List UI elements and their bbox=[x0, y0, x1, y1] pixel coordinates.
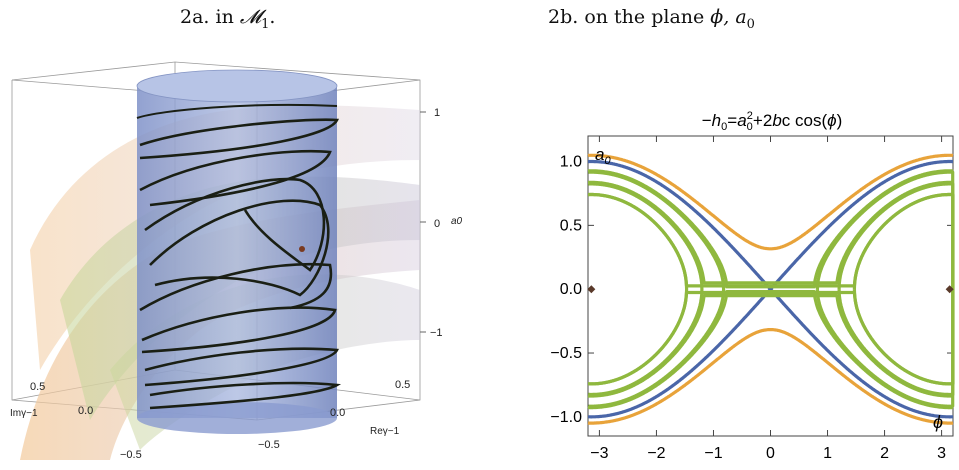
x-tick-label: 3 bbox=[937, 445, 946, 462]
retick-2: −0.5 bbox=[258, 439, 280, 451]
x-tick-label: −3 bbox=[590, 445, 608, 462]
fixed-point-marker bbox=[299, 246, 305, 252]
outer-curve bbox=[587, 328, 954, 425]
inner-curve bbox=[586, 182, 704, 397]
phase-portrait-chart: −h0=a02+2bc cos(ϕ) −3 −2 −1 0 1 2 3 1.0 0.5 0.0 −0… bbox=[550, 110, 955, 462]
re-axis: 0.5 0.0 −0.5 Reγ−1 bbox=[258, 379, 410, 451]
imtick-1: 0.0 bbox=[78, 405, 93, 417]
vertical-axis-label: a0 bbox=[451, 216, 463, 227]
vtick-1: 1 bbox=[434, 107, 440, 119]
vtick-neg1: −1 bbox=[430, 327, 443, 339]
manifold-3d-plot: 1 0 −1 a0 0.5 0.0 −0.5 Imγ−1 0.5 0.0 −0.… bbox=[10, 61, 463, 461]
right-caption: 2b. on the plane ϕ, a0 bbox=[548, 6, 755, 32]
vertical-axis: 1 0 −1 a0 bbox=[420, 107, 463, 339]
x-axis-label: ϕ bbox=[933, 412, 943, 432]
x-tick-label: −1 bbox=[704, 445, 722, 462]
inner-curve bbox=[587, 192, 954, 288]
re-axis-label: Reγ−1 bbox=[370, 426, 400, 437]
inner-curve bbox=[586, 170, 726, 408]
inner-curve bbox=[587, 294, 954, 398]
axes-ticks: −3 −2 −1 0 1 2 3 1.0 0.5 0.0 −0.5 −1.0 bbox=[550, 136, 953, 462]
y-tick-label: 1.0 bbox=[560, 154, 582, 171]
separatrix-curve bbox=[587, 287, 954, 419]
fixed-points bbox=[587, 285, 954, 294]
separatrix-curve bbox=[587, 159, 954, 291]
x-tick-label: −2 bbox=[647, 445, 665, 462]
fixed-point-marker bbox=[587, 285, 596, 294]
y-axis-label: a0 bbox=[595, 145, 611, 167]
inner-curve bbox=[587, 169, 954, 289]
x-tick-label: 0 bbox=[766, 445, 775, 462]
inner-curve bbox=[586, 192, 689, 386]
im-axis-label: Imγ−1 bbox=[10, 408, 38, 419]
imtick-0: 0.5 bbox=[30, 381, 45, 393]
y-tick-label: −1.0 bbox=[550, 409, 582, 426]
x-tick-label: 2 bbox=[880, 445, 889, 462]
fixed-point-marker bbox=[945, 285, 954, 294]
im-axis: 0.5 0.0 −0.5 Imγ−1 bbox=[10, 381, 142, 461]
trajectory-curves bbox=[136, 103, 342, 410]
y-tick-label: 0.5 bbox=[560, 217, 582, 234]
vtick-0: 0 bbox=[434, 218, 440, 230]
inner-curve bbox=[587, 290, 954, 410]
left-caption: 2a. in 𝓜1. bbox=[180, 6, 276, 32]
imtick-2: −0.5 bbox=[120, 449, 142, 461]
inner-curve bbox=[587, 290, 954, 386]
retick-1: 0.0 bbox=[330, 407, 345, 419]
chart-title: −h0=a02+2bc cos(ϕ) bbox=[702, 110, 843, 133]
x-tick-label: 1 bbox=[823, 445, 832, 462]
inner-curve bbox=[587, 180, 954, 285]
outer-curve bbox=[587, 153, 954, 251]
phase-curves bbox=[586, 153, 955, 425]
y-tick-label: 0.0 bbox=[560, 281, 582, 298]
cylinder-surface bbox=[136, 69, 338, 434]
retick-0: 0.5 bbox=[395, 379, 410, 391]
y-tick-label: −0.5 bbox=[550, 345, 582, 362]
